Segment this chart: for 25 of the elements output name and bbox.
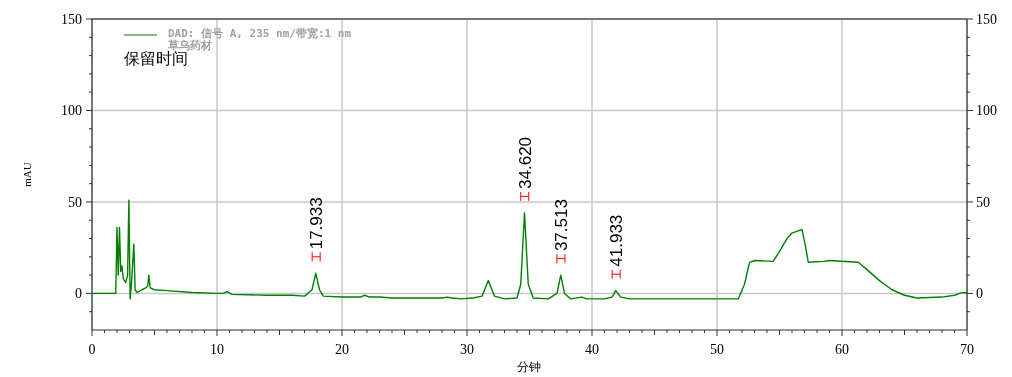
annotation: 37.513	[551, 199, 571, 252]
x-tick-label: 50	[710, 342, 724, 357]
y2-tick-label: 100	[976, 103, 997, 119]
y2-tick-label: 50	[976, 194, 990, 210]
y-tick-label: 0	[75, 286, 82, 302]
x-axis-title: 分钟	[516, 360, 541, 374]
line-series	[91, 199, 968, 300]
y-tick-label: 150	[61, 12, 82, 27]
x-tick-label: 40	[585, 342, 599, 357]
x-tick-label: 10	[210, 342, 224, 357]
y2-tick-label: 0	[976, 286, 983, 302]
x-tick-label: 0	[88, 342, 96, 357]
legend-label: DAD: 信号 A, 235 nm/带宽:1 nm 草乌药材	[167, 27, 352, 52]
x-tick-label: 20	[335, 342, 349, 357]
y-tick-label: 100	[61, 103, 82, 119]
annotation: 34.620	[515, 136, 535, 189]
x-tick-label: 30	[460, 342, 474, 357]
annotation: 保留时间	[124, 49, 188, 68]
y2-tick-label: 150	[976, 12, 997, 27]
annotation: 41.933	[607, 214, 627, 267]
annotation: 17.933	[307, 197, 327, 250]
x-tick-label: 60	[835, 342, 849, 357]
y-tick-label: 50	[68, 194, 82, 210]
x-tick-label: 70	[960, 342, 974, 357]
y-axis-title: mAU	[21, 162, 33, 187]
